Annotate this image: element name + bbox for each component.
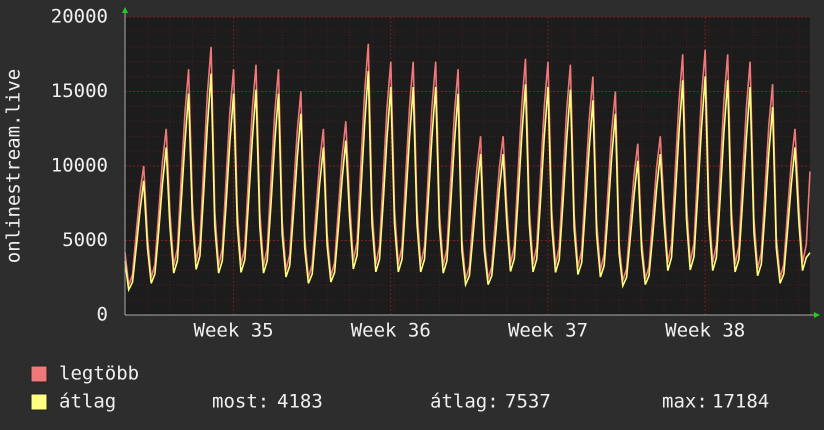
x-tick-label: Week 36 [351,320,431,342]
y-tick-label: 5000 [62,229,108,251]
stat-label: átlag: [430,391,499,413]
series-line [124,70,811,293]
x-tick-label: Week 37 [508,320,588,342]
y-arrow [122,7,128,13]
x-tick-label: Week 38 [665,320,745,342]
y-tick-label: 20000 [51,6,108,28]
stat-label: max: [662,391,708,413]
series-line [124,43,811,286]
stat-value: 7537 [505,391,551,413]
x-tick-label: Week 35 [194,320,274,342]
stat-label: most: [212,391,269,413]
legend-swatch [30,393,48,411]
stat-value: 17184 [712,391,769,413]
lines [124,43,811,293]
y-tick-label: 0 [97,304,108,326]
legend-label: átlag [59,391,116,413]
legend-swatch [30,365,48,383]
y-axis-title: onlinestream.live [3,69,25,263]
grid [124,16,810,316]
stat-value: 4183 [277,391,323,413]
y-tick-label: 15000 [51,80,108,102]
legend: legtöbb átlag most: 4183 átlag: 7537 max: 17184 [30,363,769,413]
y-tick-label: 10000 [51,155,108,177]
x-arrow [814,312,820,318]
legend-label: legtöbb [59,363,139,385]
